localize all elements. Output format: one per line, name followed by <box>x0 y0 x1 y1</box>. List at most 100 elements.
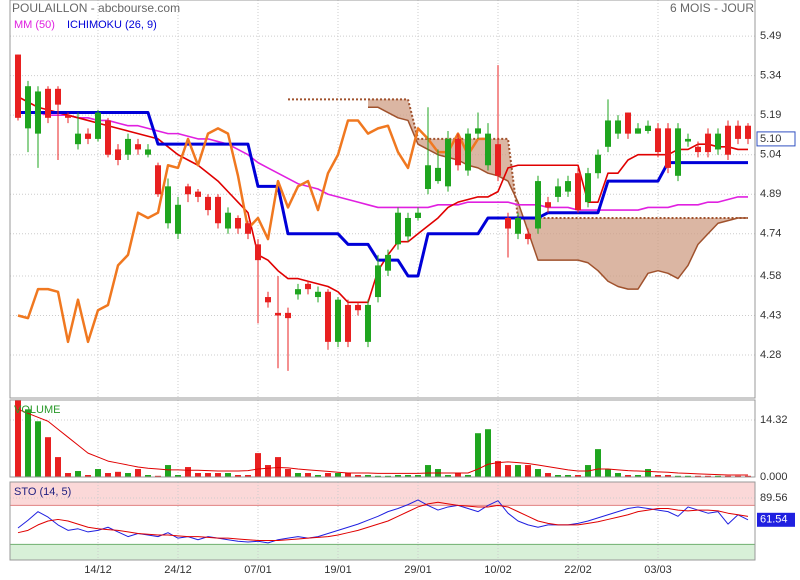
volume-bar <box>745 475 751 477</box>
candle-body <box>65 115 71 118</box>
volume-bar <box>425 465 431 477</box>
last-value: 61.54 <box>760 514 788 526</box>
panel-title: VOLUME <box>14 404 60 416</box>
volume-bar <box>205 473 211 477</box>
candle-body <box>215 196 221 224</box>
volume-bar <box>515 465 521 477</box>
volume-bar <box>535 469 541 477</box>
candle-body <box>415 212 421 218</box>
candle-body <box>285 312 291 319</box>
volume-bar <box>95 469 101 477</box>
candle-body <box>315 291 321 298</box>
y-tick-label: 5.34 <box>760 70 781 82</box>
volume-bar <box>675 475 681 477</box>
y-tick-label: 4.43 <box>760 309 781 321</box>
candle-body <box>665 128 671 168</box>
candle-body <box>125 138 131 155</box>
candle-body <box>555 186 561 197</box>
candle-body <box>245 223 251 234</box>
candle-body <box>165 186 171 224</box>
volume-bar <box>595 449 601 477</box>
candle-body <box>445 138 451 187</box>
candle-body <box>355 304 361 311</box>
volume-bar <box>115 471 121 477</box>
candle-body <box>75 133 81 145</box>
volume-bar <box>285 469 291 477</box>
volume-bar <box>355 475 361 477</box>
volume-bar <box>185 467 191 477</box>
candle-body <box>515 217 521 234</box>
candle-body <box>105 120 111 155</box>
candle-body <box>545 202 551 208</box>
volume-bar <box>125 473 131 477</box>
chart-title: POULAILLON - abcbourse.com <box>12 1 180 15</box>
candle-body <box>475 128 481 134</box>
candle-body <box>485 133 491 166</box>
volume-bar <box>195 473 201 477</box>
candle-body <box>525 233 531 240</box>
volume-bar <box>555 475 561 477</box>
volume-bar <box>105 473 111 477</box>
x-tick-label: 24/12 <box>164 564 192 576</box>
candle-body <box>385 254 391 271</box>
volume-bar <box>325 473 331 477</box>
candle-body <box>705 133 711 153</box>
series-line <box>368 106 748 290</box>
candle-body <box>55 88 61 105</box>
volume-bar <box>545 473 551 477</box>
candle-body <box>45 88 51 118</box>
y-tick-label: 5.49 <box>760 30 781 42</box>
series-line <box>17 119 488 344</box>
y-tick-label: 5.19 <box>760 109 781 121</box>
volume-bar <box>735 475 741 477</box>
volume-bar <box>45 437 51 477</box>
candle-body <box>645 125 651 131</box>
candle-body <box>455 138 461 166</box>
volume-bar <box>605 469 611 477</box>
candle-body <box>305 283 311 290</box>
volume-bar <box>75 471 81 477</box>
x-tick-label: 14/12 <box>84 564 112 576</box>
last-value-box <box>757 512 795 527</box>
volume-bar <box>395 475 401 477</box>
candle-body <box>615 120 621 134</box>
candle-body <box>505 217 511 229</box>
volume-bar <box>625 475 631 477</box>
candle-body <box>195 191 201 197</box>
candle-body <box>655 128 661 153</box>
volume-bar <box>715 475 721 477</box>
x-tick-label: 03/03 <box>644 564 672 576</box>
series-line <box>18 111 748 278</box>
candle-body <box>255 244 261 261</box>
volume-bar <box>175 475 181 477</box>
candle-body <box>635 128 641 134</box>
candle-body <box>575 173 581 211</box>
volume-bar <box>655 475 661 477</box>
volume-bar <box>15 400 21 477</box>
band <box>10 544 755 560</box>
volume-bar <box>505 465 511 477</box>
candle-body <box>565 181 571 192</box>
candle-body <box>85 133 91 139</box>
candle-body <box>535 181 541 229</box>
y-tick-label: 89.56 <box>760 492 788 504</box>
volume-bar <box>25 409 31 477</box>
volume-bar <box>145 475 151 477</box>
volume-bar <box>465 475 471 477</box>
candle-body <box>295 289 301 295</box>
volume-bar <box>495 461 501 477</box>
y-tick-label: 5.04 <box>760 149 781 161</box>
candle-body <box>695 146 701 153</box>
volume-bar <box>295 473 301 477</box>
candle-body <box>275 312 281 316</box>
candle-body <box>685 138 691 142</box>
volume-bar <box>565 475 571 477</box>
volume-bar <box>345 473 351 477</box>
candle-body <box>625 112 631 134</box>
volume-bar <box>315 475 321 477</box>
volume-bar <box>385 475 391 477</box>
candle-body <box>175 204 181 234</box>
candle-body <box>375 265 381 298</box>
candle-body <box>345 304 351 342</box>
